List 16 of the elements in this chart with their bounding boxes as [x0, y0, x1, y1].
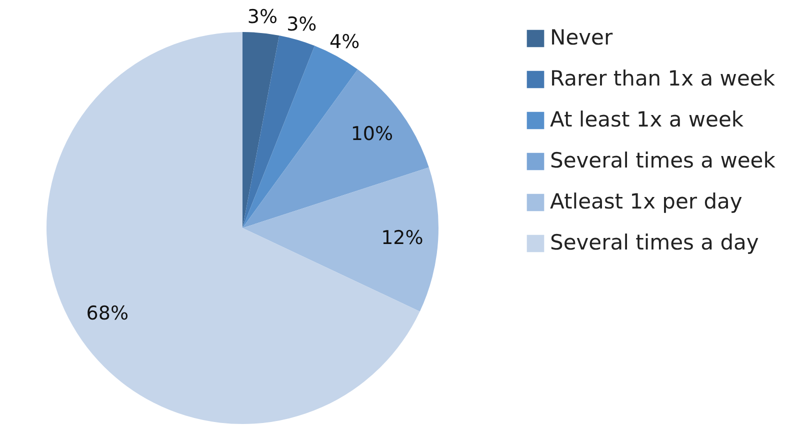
pie-slice [242, 32, 280, 228]
legend-label: Atleast 1x per day [550, 190, 742, 214]
legend-label: At least 1x a week [550, 108, 744, 132]
data-label: 3% [247, 6, 278, 28]
data-label: 12% [381, 227, 424, 250]
data-label: 3% [286, 13, 317, 36]
pie-slice [242, 35, 315, 228]
data-label: 10% [350, 122, 394, 145]
data-label: 68% [86, 302, 129, 325]
legend-label: Several times a week [550, 148, 776, 172]
data-label: 4% [330, 31, 360, 54]
legend-label: Rarer than 1x a week [550, 66, 776, 90]
pie-slice [242, 167, 438, 312]
legend-label: Never [550, 26, 613, 50]
legend-label: Several times a day [550, 230, 759, 254]
pie-slice [242, 69, 429, 228]
